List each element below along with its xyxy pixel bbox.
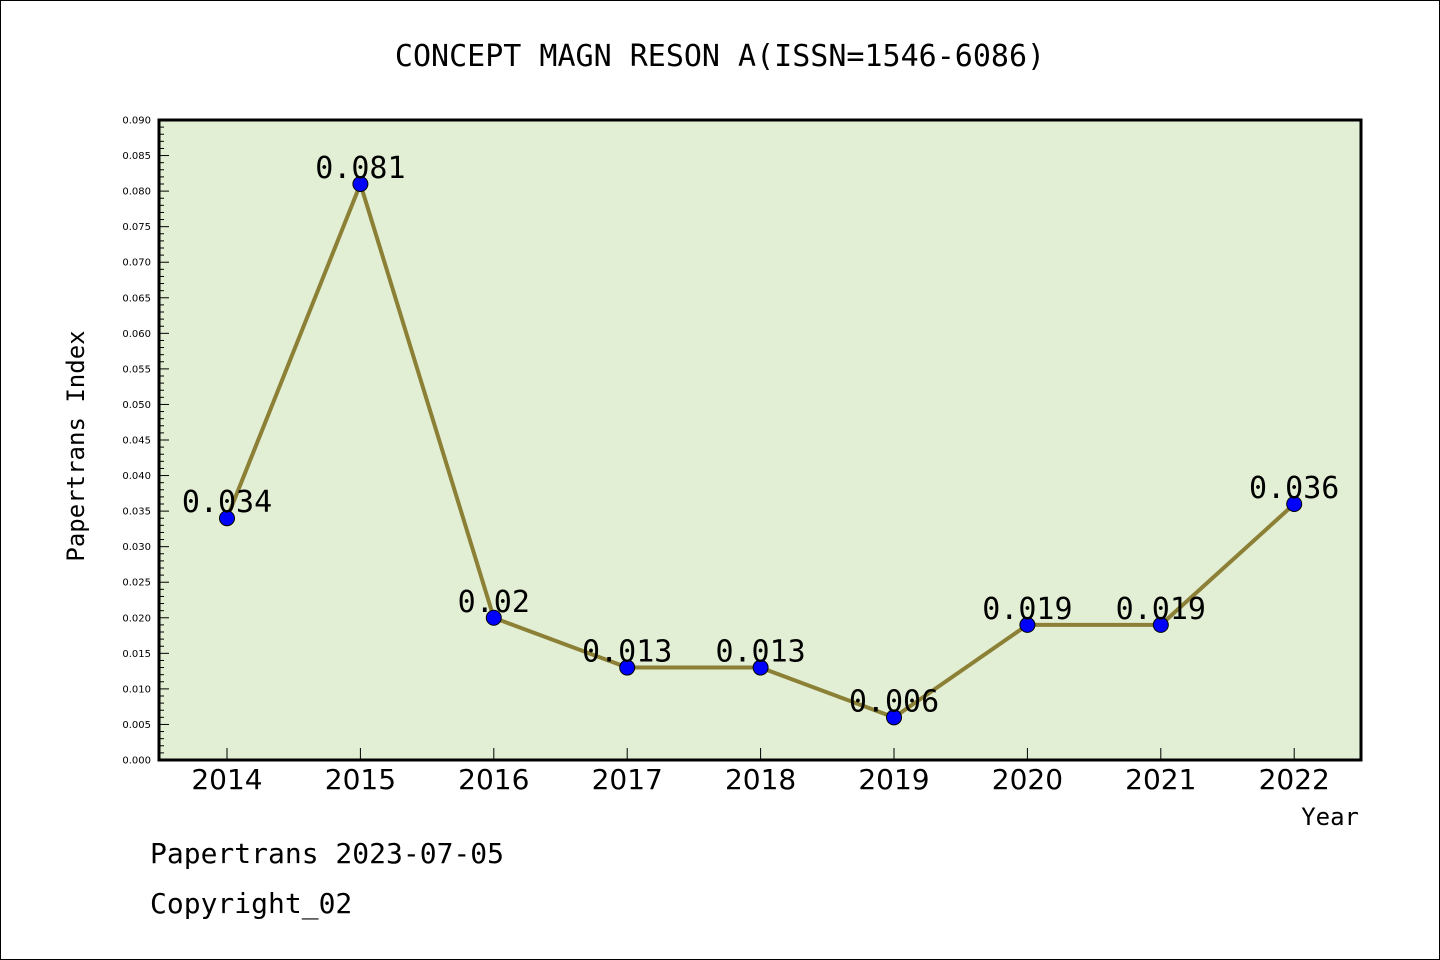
x-tick-label: 2020 [992,763,1063,796]
y-tick-label: 0.030 [122,542,151,553]
data-point [619,659,636,676]
markers [219,176,1303,726]
x-tick-label: 2022 [1259,763,1330,796]
y-axis-ticks: 0.000 0.005 0.010 0.015 0.020 0.025 0.030 0.035… [122,116,169,767]
y-tick-label: 0.050 [122,400,151,411]
footer-date: Papertrans 2023-07-05 [150,837,504,870]
x-tick-label: 2015 [325,763,396,796]
data-label: 0.02 [458,585,530,620]
y-tick-label: 0.015 [122,649,151,660]
data-point [219,510,235,527]
data-point [1019,616,1036,633]
x-tick-label: 2016 [458,763,529,796]
x-tick-label: 2014 [191,763,262,796]
data-label: 0.081 [315,151,405,186]
y-tick-label: 0.005 [122,720,151,731]
data-label: 0.019 [1116,592,1206,627]
data-point [886,709,902,726]
data-label: 0.019 [982,592,1072,627]
y-tick-label: 0.025 [122,578,151,589]
y-tick-label: 0.090 [122,116,151,127]
data-label: 0.013 [715,635,805,670]
chart-title: CONCEPT MAGN RESON A(ISSN=1546-6086) [395,39,1045,74]
data-point [1286,496,1303,512]
footer-copyright: Copyright_02 [150,887,352,921]
y-tick-label: 0.010 [122,684,151,695]
x-tick-label: 2018 [725,763,796,796]
y-tick-label: 0.070 [122,258,151,269]
y-tick-label: 0.040 [122,471,151,482]
data-point [752,659,769,676]
x-tick-label: 2019 [858,763,929,796]
plot-border [157,118,1363,762]
y-axis-title: Papertrans Index [62,330,90,561]
data-point [1152,616,1169,633]
y-tick-label: 0.055 [122,364,151,375]
x-axis-ticks: 2014 2015 2016 2017 2018 2019 2020 2021 2022 [191,748,1330,796]
x-tick-label: 2017 [592,763,663,796]
plot-area [159,120,1361,760]
x-axis-title: Year [1301,803,1359,831]
data-label: 0.006 [849,684,939,719]
y-tick-label: 0.045 [122,436,151,447]
data-label: 0.034 [182,485,272,520]
y-tick-label: 0.035 [122,507,151,518]
y-tick-label: 0.060 [122,329,151,340]
data-label: 0.036 [1249,471,1339,506]
y-tick-label: 0.020 [122,613,151,624]
data-point [485,609,502,626]
x-tick-label: 2021 [1125,763,1196,796]
y-tick-label: 0.065 [122,293,151,304]
y-tick-label: 0.000 [122,756,151,767]
y-tick-label: 0.080 [122,187,151,198]
data-labels: 0.034 0.081 0.02 0.013 0.013 0.006 0.019 0.019 0… [182,151,1340,719]
data-label: 0.013 [582,635,672,670]
y-tick-label: 0.075 [122,222,151,233]
y-tick-label: 0.085 [122,151,151,162]
data-point [352,176,369,192]
